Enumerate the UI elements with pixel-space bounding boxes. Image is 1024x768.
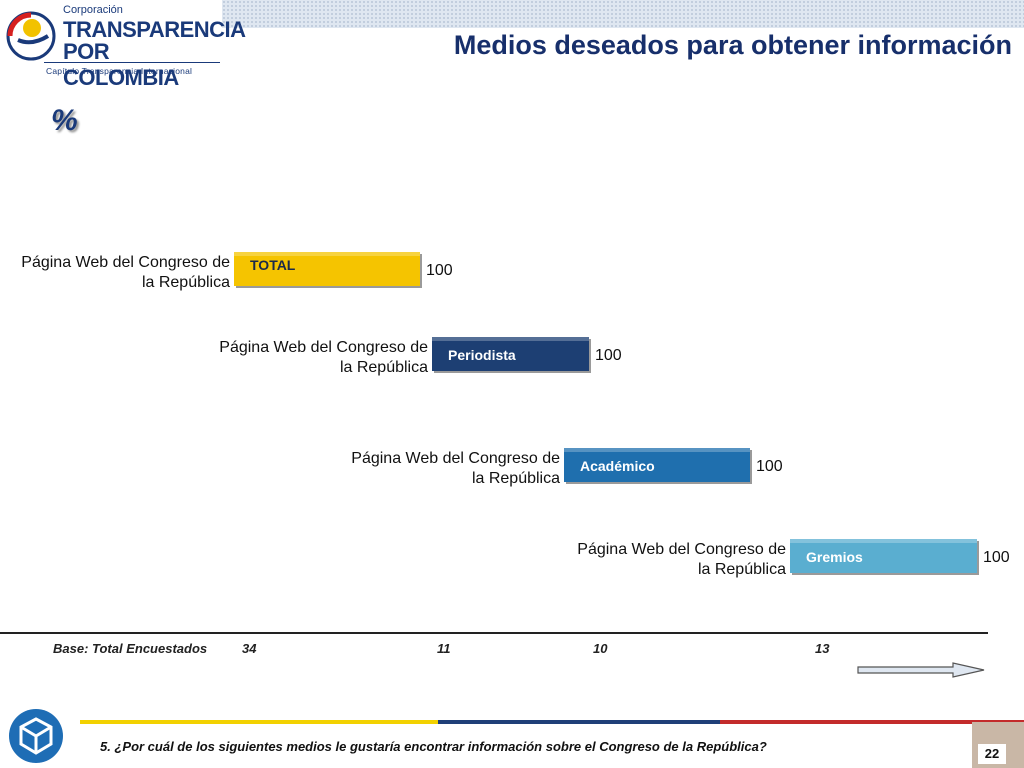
category-label: la República	[142, 274, 230, 291]
bar-highlight	[432, 337, 589, 341]
category-label: la República	[472, 470, 560, 487]
footer-stripe-red	[720, 720, 1024, 724]
logo: Corporación TRANSPARENCIA POR COLOMBIA C…	[4, 2, 246, 90]
series-label: Académico	[580, 458, 655, 474]
value-label: 100	[756, 458, 783, 475]
cube-logo-icon	[9, 709, 63, 763]
bar-chart: Página Web del Congreso de la República TO…	[21, 252, 1010, 578]
category-label: la República	[698, 561, 786, 578]
base-total: 34	[242, 641, 257, 656]
arrow-right-icon	[857, 662, 985, 678]
logo-text-capitulo: Capítulo Transparencia Internacional	[46, 66, 193, 76]
question-text: 5. ¿Por cuál de los siguientes medios le…	[100, 739, 767, 754]
footer-stripe-blue	[438, 720, 720, 724]
series-label: Gremios	[806, 549, 863, 565]
page-title: Medios deseados para obtener información	[453, 30, 1012, 60]
series-label: TOTAL	[250, 257, 296, 273]
axis-line	[0, 632, 988, 634]
bar	[432, 337, 589, 371]
category-label: Página Web del Congreso de	[577, 541, 786, 558]
page-number: 22	[978, 744, 1006, 764]
category-label: la República	[340, 359, 428, 376]
logo-divider	[44, 62, 220, 63]
category-label: Página Web del Congreso de	[219, 339, 428, 356]
category-label: Página Web del Congreso de	[351, 450, 560, 467]
value-label: 100	[595, 347, 622, 364]
bar-highlight	[564, 448, 750, 452]
logo-text-corporacion: Corporación	[63, 4, 123, 16]
logo-text-transparencia: TRANSPARENCIA	[63, 17, 246, 42]
unit-label: %	[51, 104, 78, 137]
base-academico: 10	[593, 641, 608, 656]
base-label: Base: Total Encuestados	[53, 641, 208, 656]
bar	[564, 448, 750, 482]
bar	[234, 252, 420, 286]
value-label: 100	[983, 549, 1010, 566]
footer-stripe-yellow	[80, 720, 438, 724]
header-pattern	[222, 0, 1024, 28]
base-periodista: 11	[437, 641, 451, 656]
logo-text-por-colombia: POR COLOMBIA	[63, 39, 179, 90]
series-label: Periodista	[448, 347, 516, 363]
value-label: 100	[426, 262, 453, 279]
bar-highlight	[234, 252, 420, 256]
base-gremios: 13	[815, 641, 830, 656]
bar	[790, 539, 977, 573]
bar-highlight	[790, 539, 977, 543]
category-label: Página Web del Congreso de	[21, 254, 230, 271]
logo-emblem-icon	[6, 11, 56, 61]
